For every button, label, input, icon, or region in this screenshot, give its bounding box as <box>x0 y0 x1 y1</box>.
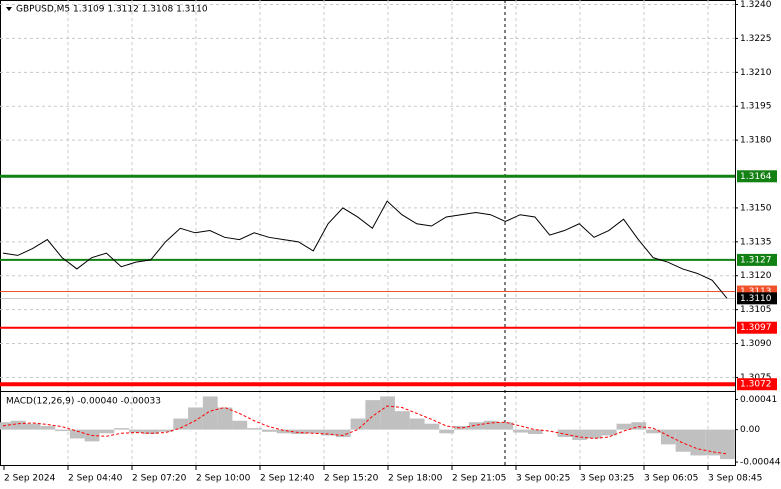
histogram-bar <box>720 429 735 460</box>
histogram-bar <box>335 429 351 437</box>
y-tick-label: 1.3090 <box>740 339 772 349</box>
histogram-bar <box>394 411 410 430</box>
histogram-bar <box>232 420 248 430</box>
histogram-bar <box>188 407 203 430</box>
level-label-box <box>737 292 777 305</box>
price-line <box>2 200 728 299</box>
histogram-bar <box>261 429 277 432</box>
histogram-bar <box>247 428 262 430</box>
x-tick-label: 3 Sep 03:25 <box>580 474 634 484</box>
histogram-bar <box>380 396 395 430</box>
histogram-bar <box>468 422 484 430</box>
x-tick-label: 2 Sep 04:40 <box>68 474 123 484</box>
histogram-bar <box>158 429 174 432</box>
chart-title: GBPUSD,M5 1.3109 1.3112 1.3108 1.3110 <box>16 5 208 15</box>
level-label: 1.3127 <box>740 255 772 265</box>
x-tick-label: 3 Sep 08:45 <box>708 474 762 484</box>
histogram-bar <box>409 418 425 430</box>
histogram-bar <box>202 396 218 430</box>
x-tick-label: 2 Sep 2024 <box>4 474 56 484</box>
y-tick-label: 1.3225 <box>740 34 772 44</box>
x-tick-label: 2 Sep 10:00 <box>196 474 251 484</box>
histogram-bar <box>631 422 647 430</box>
histogram-bar <box>660 429 676 445</box>
x-tick-label: 3 Sep 06:05 <box>644 474 698 484</box>
histogram-bar <box>173 418 189 430</box>
y-tick-label: 1.3120 <box>740 271 772 281</box>
level-label-box <box>737 170 777 183</box>
histogram-bar <box>616 423 632 430</box>
histogram-bar <box>321 429 336 436</box>
y-tick-label: 0.00041 <box>740 395 777 405</box>
y-tick-label: 1.3210 <box>740 68 772 78</box>
x-tick-label: 2 Sep 21:05 <box>452 474 506 484</box>
level-label: 1.3072 <box>740 380 772 390</box>
y-tick-label: 1.3135 <box>740 237 772 247</box>
menu-arrow <box>6 7 12 11</box>
histogram-bar <box>483 420 499 430</box>
histogram-bar <box>527 429 543 435</box>
histogram-bar <box>276 429 292 434</box>
histogram-bar <box>55 429 70 432</box>
histogram-bar <box>291 429 307 435</box>
histogram-bar <box>705 429 721 456</box>
histogram-bar <box>572 429 588 440</box>
level-label: 1.3113 <box>740 287 772 297</box>
histogram-bar <box>690 429 706 456</box>
histogram-bar <box>587 429 602 439</box>
x-tick-label: 2 Sep 12:40 <box>260 474 315 484</box>
y-tick-label: -0.00044 <box>740 458 781 468</box>
macd-title: MACD(12,26,9) -0.00040 -0.00033 <box>6 397 161 407</box>
level-label-box <box>737 253 777 266</box>
histogram-bar <box>498 422 514 430</box>
histogram-bar <box>143 429 159 435</box>
level-label-box <box>737 321 777 334</box>
histogram-bar <box>601 429 617 436</box>
y-tick-label: 1.3105 <box>740 305 772 315</box>
x-tick-label: 3 Sep 00:25 <box>516 474 570 484</box>
level-label: 1.3097 <box>740 323 772 333</box>
histogram-bar <box>306 429 322 434</box>
x-tick-label: 2 Sep 07:20 <box>132 474 187 484</box>
y-tick-label: 1.3075 <box>740 373 772 383</box>
histogram-bar <box>69 429 85 439</box>
x-tick-label: 2 Sep 18:00 <box>388 474 443 484</box>
histogram-bar <box>114 428 130 430</box>
plot-frame <box>0 0 736 466</box>
y-tick-label: 1.3240 <box>740 0 772 10</box>
level-label: 1.3164 <box>740 172 772 182</box>
histogram-bar <box>25 423 41 430</box>
y-tick-label: 0.00 <box>740 425 760 435</box>
y-tick-label: 1.3150 <box>740 203 772 213</box>
level-label-box <box>737 378 777 391</box>
signal-line <box>2 405 728 455</box>
histogram-bar <box>424 423 440 430</box>
histogram-bar <box>675 429 691 452</box>
level-label: 1.3110 <box>740 294 772 304</box>
histogram-bar <box>439 429 455 434</box>
y-tick-label: 1.3195 <box>740 102 772 112</box>
histogram-bar <box>365 400 381 430</box>
histogram-bar <box>350 418 366 430</box>
histogram-bar <box>454 425 469 430</box>
histogram-bar <box>513 429 528 433</box>
histogram-bar <box>99 429 115 434</box>
histogram-bar <box>128 429 144 433</box>
histogram-bar <box>10 420 26 430</box>
histogram-bar <box>646 429 661 434</box>
y-tick-label: 1.3180 <box>740 136 772 146</box>
histogram-bar <box>557 429 573 437</box>
histogram-bar <box>40 425 56 430</box>
x-tick-label: 2 Sep 15:20 <box>324 474 379 484</box>
histogram-bar <box>217 407 233 430</box>
